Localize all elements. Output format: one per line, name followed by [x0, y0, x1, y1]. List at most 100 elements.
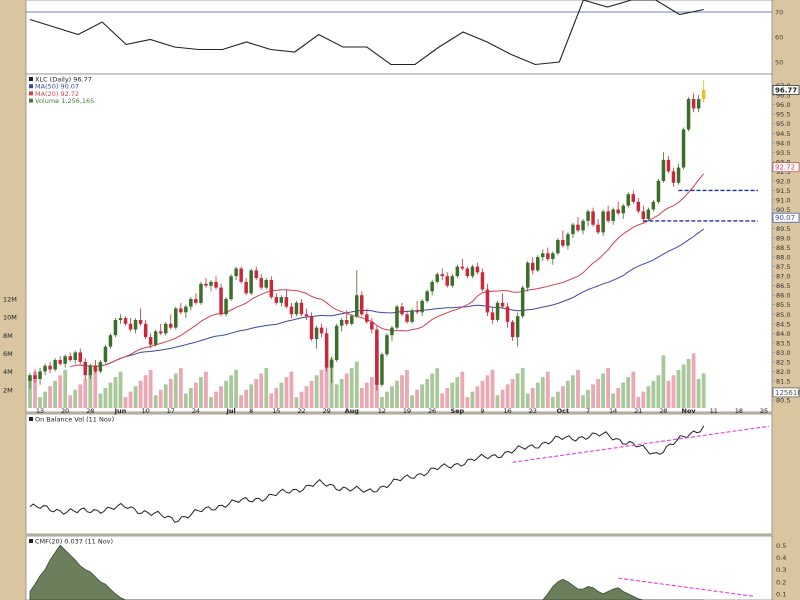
- volume-bar: [596, 379, 600, 408]
- volume-bar: [470, 391, 475, 408]
- volume-bar: [148, 369, 153, 408]
- candle-body: [636, 201, 641, 212]
- cmf-tick-label: 0.5: [776, 542, 786, 550]
- price-tick-label: 80.5: [776, 397, 790, 405]
- volume-bar: [354, 361, 359, 408]
- volume-bar: [430, 373, 435, 408]
- candle-body: [219, 287, 223, 315]
- candle-body: [53, 360, 57, 370]
- volume-bar: [229, 375, 233, 408]
- volume-bar: [249, 384, 254, 408]
- candle-body: [566, 234, 570, 246]
- candle-body: [686, 99, 691, 130]
- candle-body: [38, 371, 42, 379]
- volume-bar: [168, 379, 173, 408]
- price-tick-label: 88.5: [776, 244, 790, 252]
- price-tick-label: 94.5: [776, 130, 790, 138]
- volume-bar: [591, 384, 595, 408]
- volume-bar: [525, 393, 530, 408]
- price-tick-label: 91.5: [776, 187, 790, 195]
- candle-body: [264, 280, 268, 288]
- legend-label: MA(50) 90.07: [35, 83, 79, 91]
- volume-bar: [244, 389, 249, 408]
- x-tick-label: 28: [86, 407, 94, 415]
- candle-body: [395, 306, 399, 328]
- price-tick-label: 87.5: [776, 263, 790, 271]
- candle-body: [199, 283, 203, 303]
- volume-bar: [58, 375, 63, 408]
- candle-body: [696, 99, 701, 109]
- candle-body: [631, 194, 635, 202]
- x-tick-label: Nov: [682, 407, 697, 415]
- obv-line: [29, 425, 705, 523]
- candle-body: [626, 194, 630, 206]
- volume-bar: [284, 377, 289, 408]
- candle-body: [430, 281, 434, 292]
- volume-bar: [550, 397, 555, 408]
- candle-body: [259, 278, 263, 288]
- volume-bar: [349, 368, 354, 408]
- price-tick-label: 86.5: [776, 282, 790, 290]
- volume-bar: [445, 388, 450, 408]
- volume-bar: [571, 375, 575, 408]
- volume-tick-label: 8M: [3, 332, 13, 340]
- volume-bar: [420, 384, 424, 408]
- volume-bar: [339, 379, 344, 408]
- volume-bar: [395, 380, 399, 408]
- candle-body: [319, 327, 324, 334]
- volume-bar: [475, 386, 480, 408]
- candle-body: [425, 291, 429, 301]
- candle-body: [556, 240, 560, 254]
- volume-bar: [435, 368, 440, 408]
- candle-body: [611, 209, 615, 221]
- volume-bar: [83, 379, 88, 408]
- ma50-line: [80, 228, 704, 367]
- rsi-tick-label: 70: [775, 9, 783, 17]
- volume-bar: [390, 386, 394, 408]
- candle-body: [661, 159, 666, 181]
- x-tick-label: 14: [609, 407, 617, 415]
- candle-body: [641, 211, 646, 219]
- volume-bar: [545, 371, 550, 408]
- volume-bar: [163, 384, 168, 408]
- volume-bar: [440, 393, 445, 408]
- candle-body: [93, 365, 98, 372]
- candle-body: [123, 318, 128, 324]
- candle-body: [299, 302, 304, 315]
- volume-bar: [566, 380, 570, 408]
- volume-bar: [199, 377, 203, 408]
- volume-bar: [73, 389, 78, 408]
- candle-body: [78, 352, 82, 362]
- volume-bar: [576, 369, 580, 408]
- volume-bar: [279, 382, 284, 408]
- x-tick-label: 21: [634, 407, 642, 415]
- candle-body: [189, 299, 193, 307]
- volume-bar: [334, 384, 339, 408]
- volume-tick-label: 2M: [3, 386, 13, 394]
- volume-bar: [113, 377, 118, 408]
- price-tick-label: 85.5: [776, 301, 790, 309]
- volume-bar: [178, 368, 183, 408]
- volume-bar: [370, 377, 374, 408]
- volume-bar: [38, 397, 42, 408]
- x-tick-label: 13: [36, 407, 44, 415]
- x-tick-label: 23: [529, 407, 537, 415]
- price-tick-label: 94.0: [776, 139, 790, 147]
- candle-body: [73, 352, 77, 360]
- volume-bar: [606, 368, 610, 408]
- volume-bar: [239, 395, 243, 408]
- cmf-tick-label: 0.1: [776, 590, 786, 598]
- volume-bar: [671, 375, 676, 408]
- volume-bar: [153, 395, 158, 408]
- candle-body: [405, 314, 409, 322]
- volume-tick-label: 6M: [3, 350, 13, 358]
- rsi-tick-label: 50: [775, 59, 783, 67]
- volume-bar: [465, 397, 470, 408]
- candle-body: [450, 276, 454, 286]
- legend-swatch: [29, 98, 33, 103]
- candle-body: [103, 346, 108, 362]
- price-tick-label: 82.5: [776, 358, 790, 366]
- price-tick-label: 95.5: [776, 111, 790, 119]
- volume-bar: [78, 384, 83, 408]
